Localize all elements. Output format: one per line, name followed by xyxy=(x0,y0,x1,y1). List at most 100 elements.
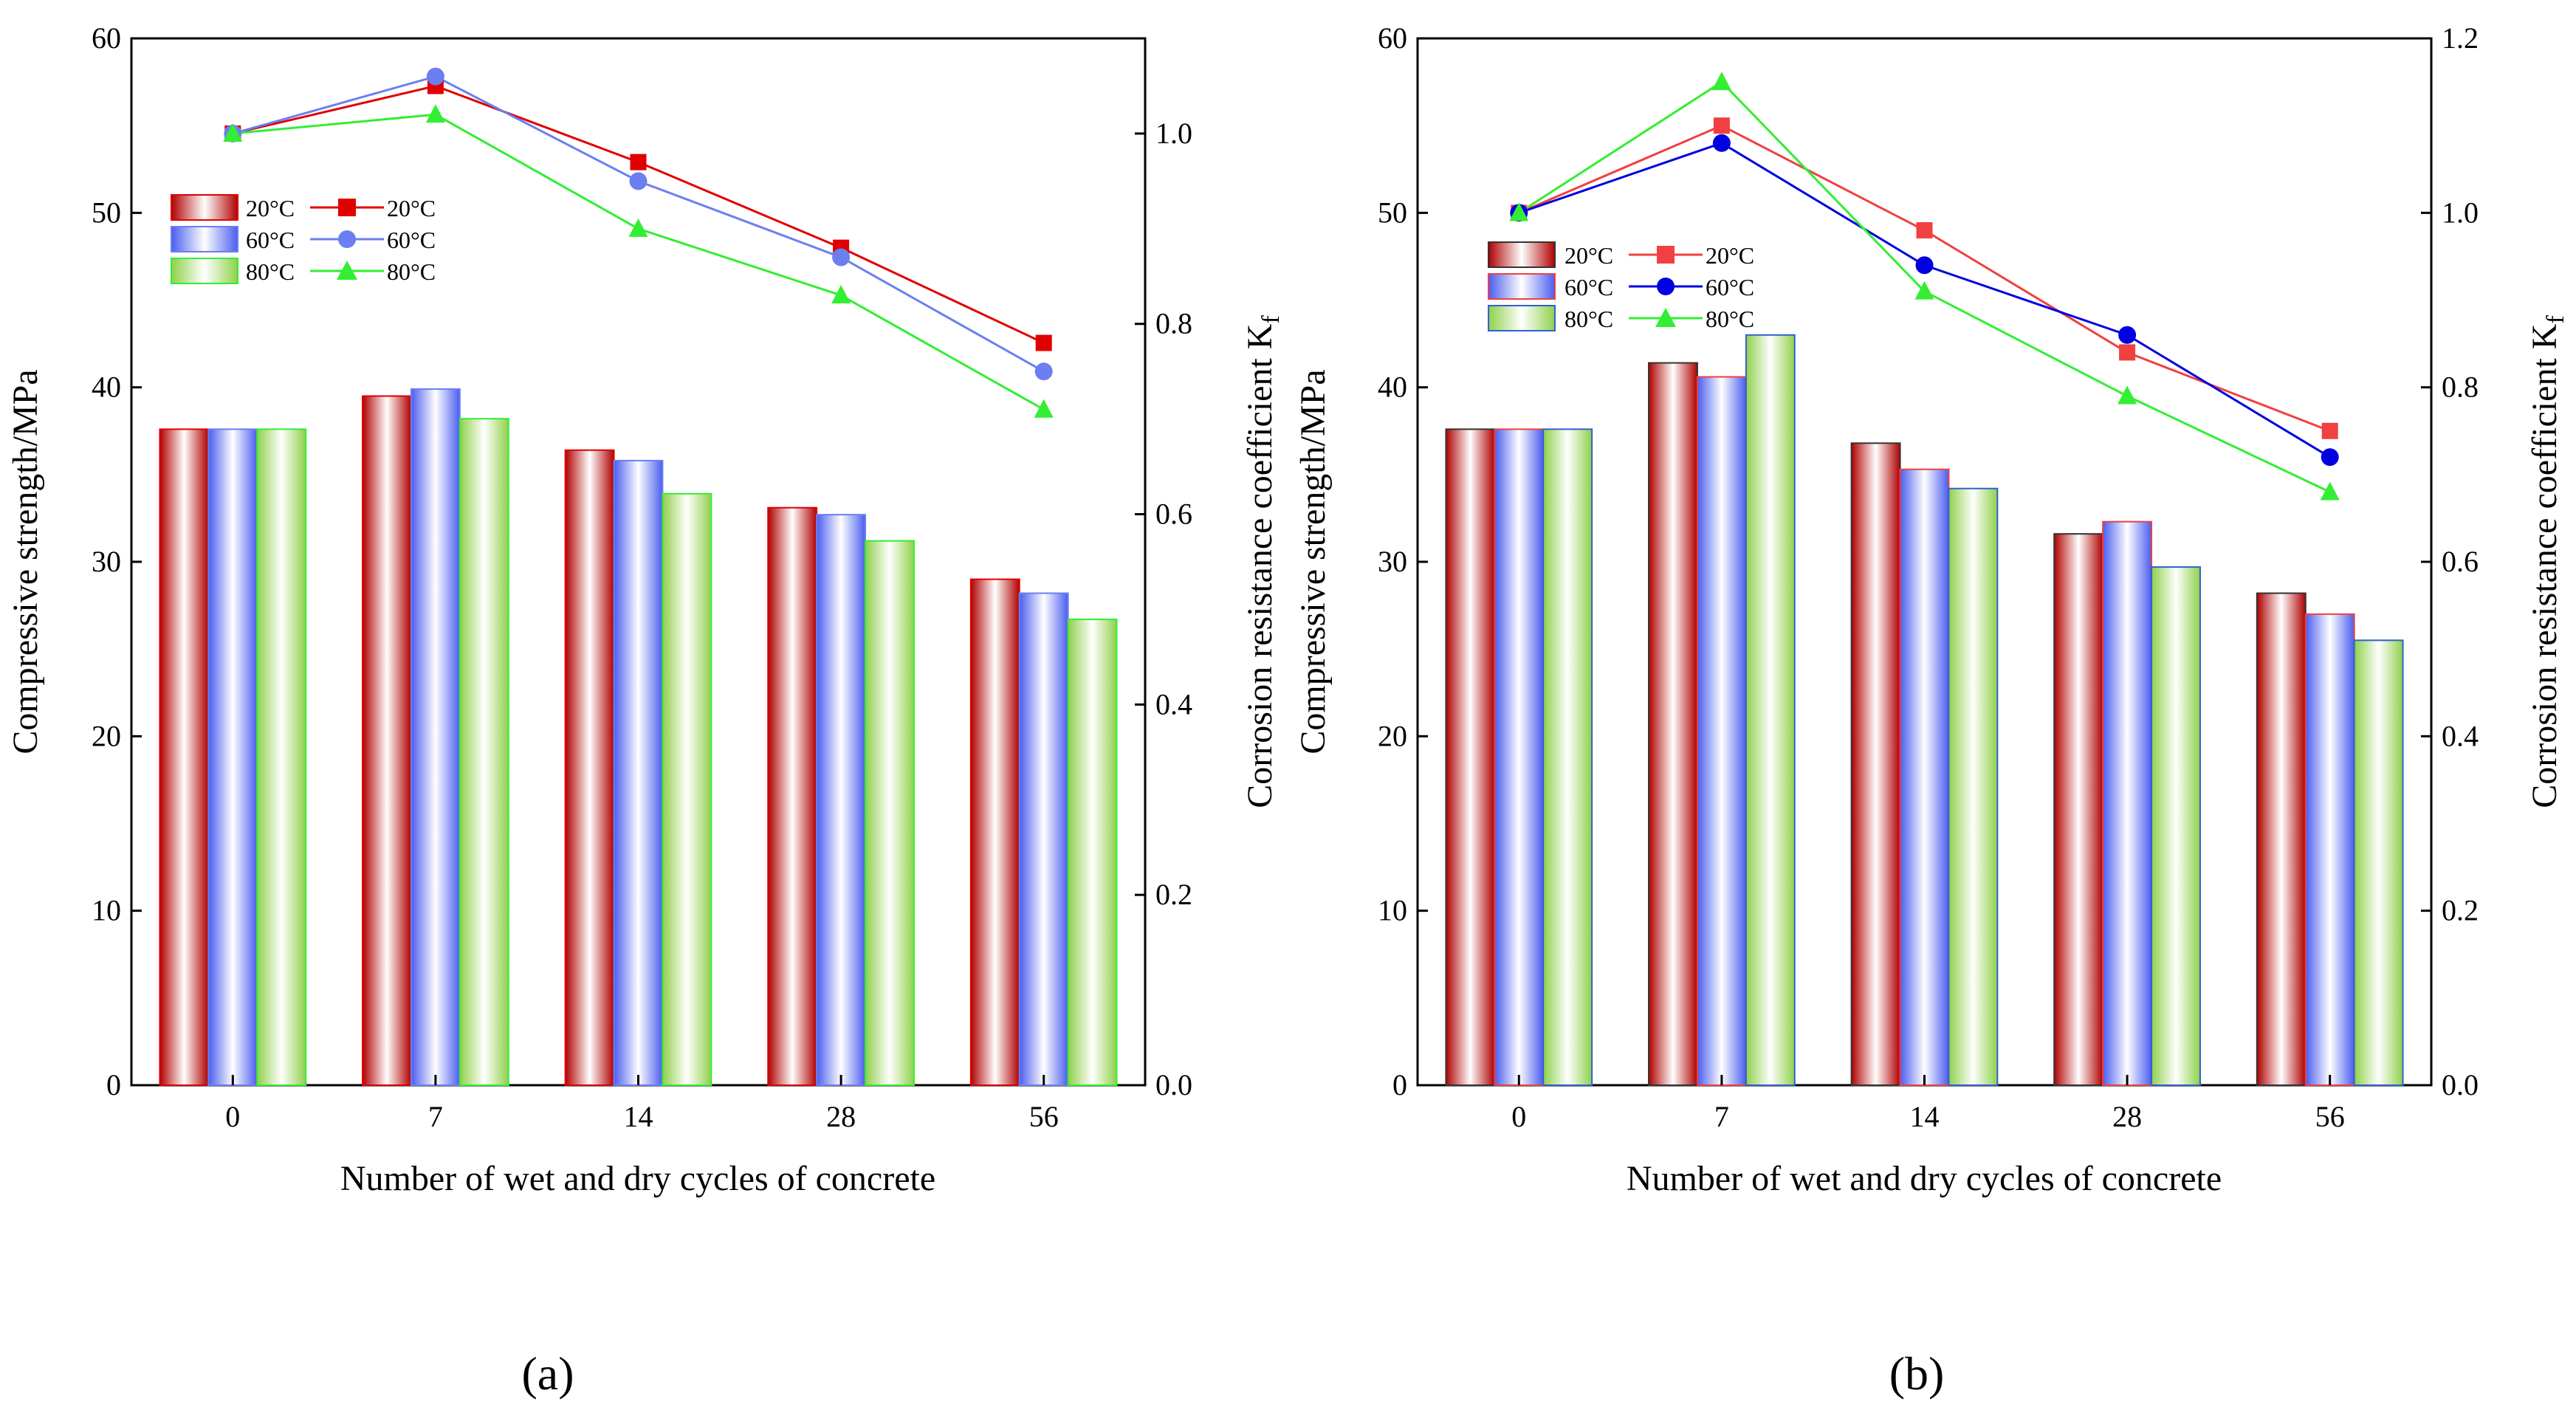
y-axis-label-a: Compressive strength/MPa xyxy=(6,369,45,754)
point-a-80c-cycle-14 xyxy=(628,218,648,237)
bar-b-60c-cycle-56 xyxy=(2304,613,2355,1086)
legend-swatch-80-b xyxy=(1488,305,1556,331)
point-a-80c-cycle-7 xyxy=(425,104,445,123)
y2-axis-label-sub-b: f xyxy=(2542,315,2569,324)
legend-a: 20°C 20°C 60°C 60°C 80°C 80°C xyxy=(171,194,436,285)
point-b-80c-cycle-56 xyxy=(2320,481,2340,501)
point-a-80c-cycle-56 xyxy=(1034,399,1054,418)
y2-axis-label-sub-a: f xyxy=(1257,315,1285,324)
legend-bar-label-20-a: 20°C xyxy=(246,195,295,221)
bar-a-60c-cycle-28 xyxy=(816,514,867,1086)
legend-marker-20-a xyxy=(338,199,356,216)
x-tick-label-b-14: 14 xyxy=(1910,1100,1940,1133)
legend-line-label-60-b: 60°C xyxy=(1706,274,1754,300)
panel-label-a: (a) xyxy=(521,1347,574,1400)
point-b-80c-cycle-0 xyxy=(1509,202,1529,221)
y-tick-label-b-50: 50 xyxy=(1378,196,1407,229)
y-tick-label-a-50: 50 xyxy=(92,196,121,229)
y2-tick-label-b-0.4: 0.4 xyxy=(2442,719,2479,752)
bar-b-60c-cycle-14 xyxy=(1899,468,1950,1086)
bar-b-80c-cycle-56 xyxy=(2353,639,2404,1086)
bar-a-80c-cycle-28 xyxy=(865,540,915,1086)
point-b-60c-cycle-28 xyxy=(2118,326,2137,344)
bar-b-80c-cycle-14 xyxy=(1948,487,1999,1086)
legend-bar-label-20-b: 20°C xyxy=(1565,242,1613,269)
legend-line-label-20-a: 20°C xyxy=(387,195,436,221)
bar-b-20c-cycle-56 xyxy=(2256,592,2307,1086)
x-tick-label-b-0: 0 xyxy=(1511,1100,1526,1133)
legend-swatch-80-a xyxy=(171,258,238,284)
point-a-80c-cycle-0 xyxy=(223,123,243,142)
point-b-20c-cycle-28 xyxy=(2119,344,2136,361)
y2-tick-label-b-0.6: 0.6 xyxy=(2442,545,2479,578)
y2-tick-label-a-1.0: 1.0 xyxy=(1155,117,1192,150)
y-tick-label-b-0: 0 xyxy=(1392,1068,1407,1101)
bar-b-80c-cycle-0 xyxy=(1542,428,1593,1086)
point-a-60c-cycle-14 xyxy=(629,172,648,190)
point-b-80c-cycle-7 xyxy=(1711,72,1731,91)
bar-b-20c-cycle-7 xyxy=(1648,362,1698,1086)
panel-label-b: (b) xyxy=(1889,1347,1945,1400)
point-a-20c-cycle-14 xyxy=(630,154,647,171)
legend-line-label-80-a: 80°C xyxy=(387,258,436,285)
bar-a-60c-cycle-7 xyxy=(410,388,461,1086)
bar-b-20c-cycle-14 xyxy=(1850,442,1901,1086)
x-tick-label-a-14: 14 xyxy=(624,1100,653,1133)
bar-b-60c-cycle-28 xyxy=(2102,520,2153,1086)
y2-tick-label-b-0.8: 0.8 xyxy=(2442,371,2479,404)
legend-line-label-80-b: 80°C xyxy=(1706,306,1754,332)
y2-tick-label-a-0.4: 0.4 xyxy=(1155,687,1192,721)
y2-tick-label-b-0.2: 0.2 xyxy=(2442,894,2479,927)
bar-a-20c-cycle-7 xyxy=(362,395,412,1086)
legend-marker-80-b xyxy=(1655,308,1676,327)
bar-b-60c-cycle-0 xyxy=(1494,428,1545,1086)
bar-a-80c-cycle-56 xyxy=(1067,618,1118,1086)
y-tick-label-a-60: 60 xyxy=(92,21,121,55)
point-a-20c-cycle-56 xyxy=(1035,334,1052,351)
y-tick-label-b-60: 60 xyxy=(1378,21,1407,55)
legend-bar-label-60-a: 60°C xyxy=(246,227,295,253)
y2-tick-label-a-0.2: 0.2 xyxy=(1155,878,1192,911)
legend-marker-20-b xyxy=(1657,246,1675,264)
bar-b-80c-cycle-7 xyxy=(1745,334,1796,1086)
legend-swatch-20-b xyxy=(1488,241,1556,268)
bar-b-20c-cycle-0 xyxy=(1445,428,1496,1086)
y2-tick-label-b-1.2: 1.2 xyxy=(2442,21,2479,55)
x-tick-label-a-56: 56 xyxy=(1029,1100,1059,1133)
y-tick-label-a-40: 40 xyxy=(92,371,121,404)
legend-swatch-20-a xyxy=(171,194,238,221)
y-tick-label-b-30: 30 xyxy=(1378,545,1407,578)
point-b-80c-cycle-28 xyxy=(2118,385,2137,405)
point-b-60c-cycle-56 xyxy=(2321,448,2339,467)
y-tick-label-b-10: 10 xyxy=(1378,894,1407,927)
y-tick-label-a-20: 20 xyxy=(92,719,121,752)
legend-line-label-20-b: 20°C xyxy=(1706,242,1754,269)
bar-a-20c-cycle-14 xyxy=(564,449,615,1086)
point-b-80c-cycle-14 xyxy=(1914,281,1934,300)
point-a-60c-cycle-7 xyxy=(426,67,444,86)
y2-tick-label-a-0.8: 0.8 xyxy=(1155,307,1192,340)
legend-swatch-60-a xyxy=(171,226,238,252)
x-tick-label-a-0: 0 xyxy=(225,1100,240,1133)
bar-b-20c-cycle-28 xyxy=(2053,533,2104,1086)
y2-axis-label-b: Corrosion resistance coefficient Kf xyxy=(2525,315,2569,808)
legend-bar-label-60-b: 60°C xyxy=(1565,274,1613,300)
y2-axis-label-text-a: Corrosion resistance coefficient K xyxy=(1240,323,1280,808)
point-b-20c-cycle-7 xyxy=(1713,117,1730,134)
point-a-80c-cycle-28 xyxy=(831,285,851,304)
chart-a: 0 10 20 30 40 50 60 0.0 0.2 0.4 0.6 0.8 1.0 0 7 14 28 5… xyxy=(6,21,1285,1400)
bar-a-60c-cycle-56 xyxy=(1018,592,1069,1086)
bar-a-60c-cycle-0 xyxy=(207,428,258,1086)
y-tick-label-b-40: 40 xyxy=(1378,371,1407,404)
x-tick-label-b-7: 7 xyxy=(1714,1100,1729,1133)
x-axis-label-b: Number of wet and dry cycles of concrete xyxy=(1627,1159,2222,1198)
legend-bar-label-80-b: 80°C xyxy=(1565,306,1613,332)
y2-axis-label-a: Corrosion resistance coefficient Kf xyxy=(1240,315,1285,808)
point-b-60c-cycle-14 xyxy=(1915,256,1934,275)
chart-b: 0 10 20 30 40 50 60 0.0 0.2 0.4 0.6 0.8 1.0 1.2 0 7 14… xyxy=(1294,21,2569,1400)
y2-tick-label-a-0.6: 0.6 xyxy=(1155,498,1192,531)
y-tick-label-b-20: 20 xyxy=(1378,719,1407,752)
y-tick-label-a-0: 0 xyxy=(106,1068,121,1101)
y2-axis-label-text-b: Corrosion resistance coefficient K xyxy=(2525,323,2564,808)
